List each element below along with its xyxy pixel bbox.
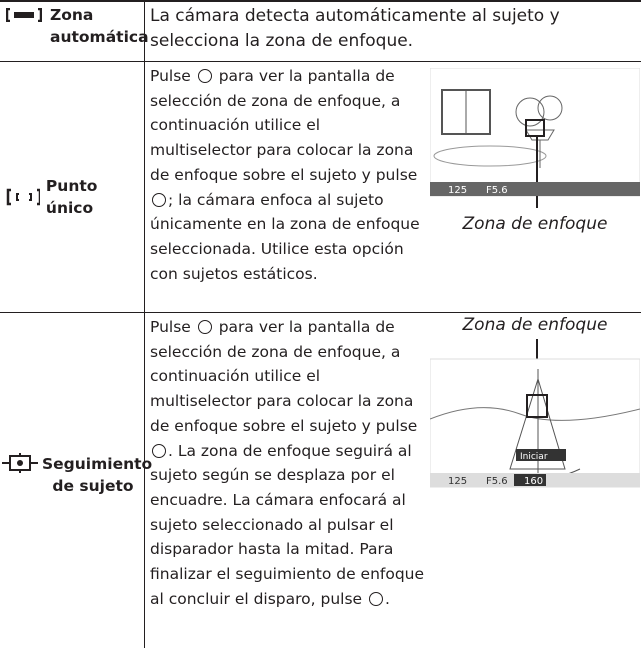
row: Zona automática La cámara detecta automá… [0,2,641,62]
description: Pulse para ver la pantalla de selección … [150,315,425,611]
label-cell: Seguimiento de sujeto [0,313,153,648]
row: Punto único Pulse para ver la pantalla d… [0,62,641,313]
label: Punto único [45,177,98,217]
caption: Zona de enfoque [462,214,608,234]
caption: Zona de enfoque [462,315,608,335]
label-cell: Zona automática [0,2,149,61]
shutter: 125 [448,185,467,196]
text: . La zona de enfoque seguirá al sujeto s… [150,441,425,608]
row: Seguimiento de sujeto Pulse para ver la … [0,313,641,648]
icon [6,188,40,206]
screen-illustration: Iniciar 125 F5.6 160 [430,339,640,488]
screen-illustration: 125 F5.6 [430,68,640,208]
text: Pulse [150,318,196,336]
text: La cámara detecta automáticamente al suj… [150,6,560,51]
label: Seguimiento de sujeto [42,455,153,495]
iso: 160 [524,476,543,487]
shutter: 125 [448,476,467,487]
text: para ver la pantalla de selección de zon… [150,67,418,184]
aperture: F5.6 [486,476,508,487]
top-rule [0,0,641,2]
button-label: Iniciar [520,452,548,462]
ok-icon [152,443,166,458]
ok-icon [369,591,384,606]
description: Pulse para ver la pantalla de selección … [150,64,425,286]
text: ; la cámara enfoca al sujeto únicamente … [150,190,420,283]
icon [2,453,38,473]
label-wrap: Punto único [6,175,144,219]
text: para ver la pantalla de selección de zon… [150,318,418,435]
icon [6,8,42,22]
label: Zona automática [50,6,149,46]
text: . [385,589,390,608]
aperture: F5.6 [486,185,508,196]
label-cell: Punto único [0,62,145,312]
ok-icon [152,192,166,207]
label-wrap: Seguimiento de sujeto [2,453,153,497]
ok-icon [197,69,212,83]
text: Pulse [150,67,196,85]
ok-icon [197,320,212,334]
description: La cámara detecta automáticamente al suj… [150,4,635,53]
